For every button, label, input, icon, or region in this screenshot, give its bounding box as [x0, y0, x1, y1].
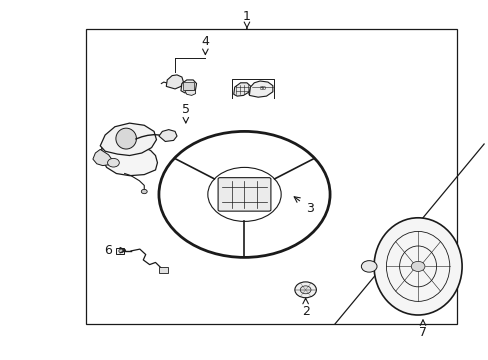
Polygon shape — [184, 90, 195, 95]
Polygon shape — [102, 146, 157, 176]
Bar — [159, 267, 167, 273]
Polygon shape — [233, 83, 250, 96]
Text: 1: 1 — [243, 10, 250, 23]
Circle shape — [119, 249, 123, 253]
Text: 6: 6 — [103, 244, 111, 257]
Circle shape — [361, 261, 376, 272]
Bar — [116, 248, 123, 254]
Polygon shape — [249, 81, 272, 97]
Circle shape — [107, 158, 119, 167]
Circle shape — [410, 261, 424, 271]
Circle shape — [141, 189, 147, 194]
Polygon shape — [159, 130, 177, 141]
Polygon shape — [166, 75, 183, 89]
Text: 3: 3 — [306, 202, 314, 215]
Bar — [85, 29, 456, 324]
Polygon shape — [93, 149, 112, 166]
Polygon shape — [181, 80, 196, 93]
Text: 5: 5 — [182, 103, 189, 116]
Text: 4: 4 — [201, 35, 209, 48]
Polygon shape — [100, 123, 156, 156]
Text: 2: 2 — [301, 305, 309, 318]
Text: 80: 80 — [259, 86, 266, 91]
Circle shape — [294, 282, 316, 298]
Ellipse shape — [373, 218, 461, 315]
Bar — [183, 82, 194, 90]
Ellipse shape — [116, 128, 136, 149]
Text: 7: 7 — [418, 327, 426, 339]
FancyBboxPatch shape — [218, 177, 270, 211]
Circle shape — [300, 286, 310, 294]
